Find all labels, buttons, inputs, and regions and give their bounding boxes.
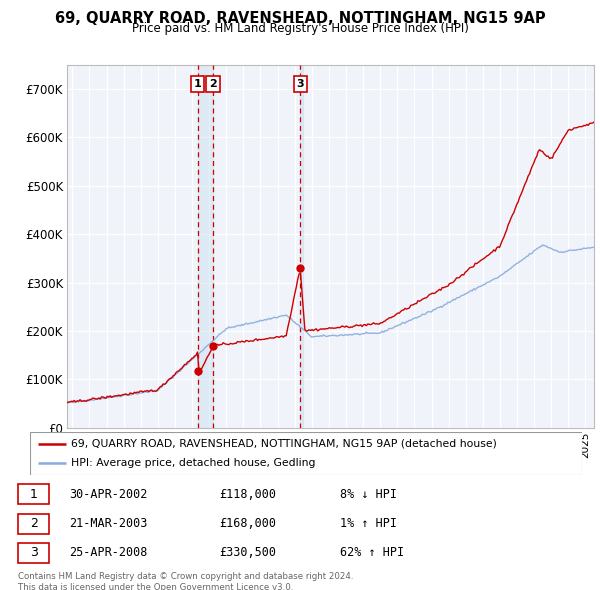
Text: 3: 3 [296, 79, 304, 89]
Text: 1: 1 [194, 79, 202, 89]
Text: 2: 2 [209, 79, 217, 89]
Text: £330,500: £330,500 [220, 546, 277, 559]
Text: 1% ↑ HPI: 1% ↑ HPI [340, 517, 397, 530]
Text: 1: 1 [29, 488, 38, 501]
Bar [18, 484, 49, 504]
Text: Price paid vs. HM Land Registry's House Price Index (HPI): Price paid vs. HM Land Registry's House … [131, 22, 469, 35]
Text: £168,000: £168,000 [220, 517, 277, 530]
Bar [300, 65, 303, 428]
Text: 8% ↓ HPI: 8% ↓ HPI [340, 488, 397, 501]
Text: £118,000: £118,000 [220, 488, 277, 501]
Text: 62% ↑ HPI: 62% ↑ HPI [340, 546, 404, 559]
Text: HPI: Average price, detached house, Gedling: HPI: Average price, detached house, Gedl… [71, 458, 316, 468]
Bar [18, 513, 49, 534]
Bar [198, 65, 213, 428]
Text: 69, QUARRY ROAD, RAVENSHEAD, NOTTINGHAM, NG15 9AP: 69, QUARRY ROAD, RAVENSHEAD, NOTTINGHAM,… [55, 11, 545, 25]
Text: 25-APR-2008: 25-APR-2008 [70, 546, 148, 559]
Text: 30-APR-2002: 30-APR-2002 [70, 488, 148, 501]
Text: 21-MAR-2003: 21-MAR-2003 [70, 517, 148, 530]
Bar [18, 543, 49, 563]
Text: 3: 3 [29, 546, 38, 559]
Text: 2: 2 [29, 517, 38, 530]
Text: Contains HM Land Registry data © Crown copyright and database right 2024.
This d: Contains HM Land Registry data © Crown c… [18, 572, 353, 590]
Text: 69, QUARRY ROAD, RAVENSHEAD, NOTTINGHAM, NG15 9AP (detached house): 69, QUARRY ROAD, RAVENSHEAD, NOTTINGHAM,… [71, 439, 497, 449]
